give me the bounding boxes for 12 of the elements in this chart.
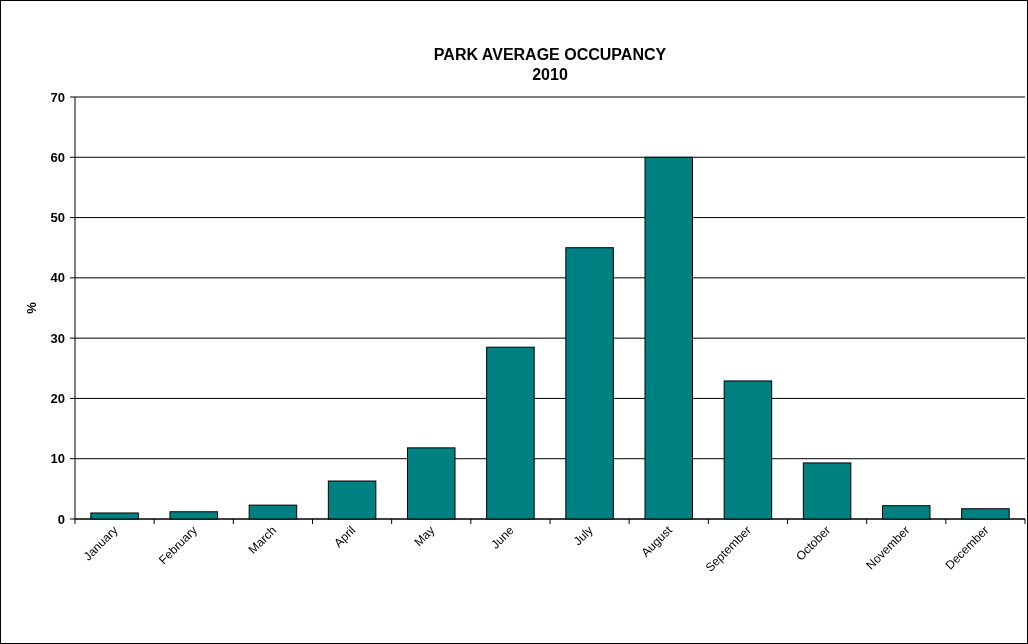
y-tick-label: 20	[50, 390, 65, 406]
y-tick-label: 50	[50, 210, 65, 226]
y-tick-label: 0	[57, 511, 65, 527]
x-tick-label: May	[411, 523, 438, 550]
y-tick-label: 70	[50, 89, 65, 105]
y-tick-label: 60	[50, 149, 65, 165]
y-axis-title: %	[24, 301, 39, 314]
y-tick-label: 30	[50, 330, 65, 346]
y-tick-label: 40	[50, 270, 65, 286]
y-tick-label: 10	[50, 451, 65, 467]
chart-title: PARK AVERAGE OCCUPANCY 2010	[433, 46, 667, 83]
x-tick-label: July	[570, 523, 596, 549]
